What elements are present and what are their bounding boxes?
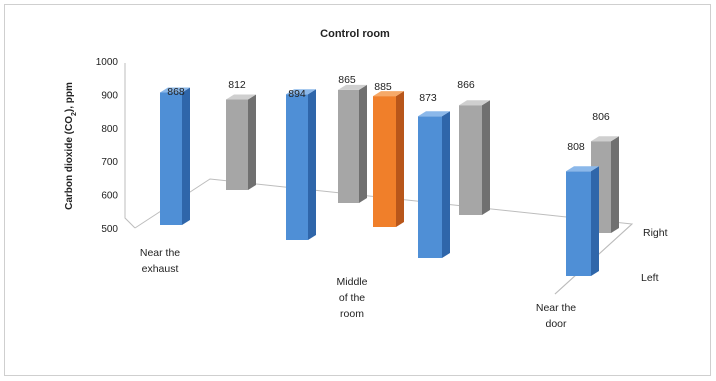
y-axis-label: Carbon dioxide (CO2), ppm xyxy=(64,82,78,210)
bar-top-face xyxy=(373,91,404,97)
category-label: Near the xyxy=(140,247,180,259)
y-axis-label-subscript: 2 xyxy=(71,112,78,116)
bar-top-face xyxy=(459,100,490,106)
bar-front-face xyxy=(459,105,482,215)
bar-front-face xyxy=(373,96,396,227)
bar-right-865: 865 xyxy=(338,74,367,203)
category-label: exhaust xyxy=(142,263,179,275)
bar-top-face xyxy=(286,89,316,95)
category-label: Near the xyxy=(536,302,576,314)
bar-top-face xyxy=(566,166,599,172)
bar-left-868: 868 xyxy=(160,86,190,226)
bar-value-label: 868 xyxy=(167,86,185,98)
depth-label-left: Left xyxy=(641,272,659,284)
bar-front-face xyxy=(418,116,442,258)
bar-top-face xyxy=(160,87,190,93)
category-label: door xyxy=(545,318,567,330)
bar-left-808: 808 xyxy=(566,141,599,276)
back-wall-left-edge xyxy=(124,63,136,229)
y-axis-ticks: 500 600 700 800 900 1000 xyxy=(96,57,119,235)
bar-side-face xyxy=(396,91,404,227)
y-tick-label: 600 xyxy=(101,191,118,202)
bar-side-face xyxy=(182,87,190,226)
bar-side-face xyxy=(359,84,367,203)
depth-labels: Left Right xyxy=(641,227,668,284)
bar-right-812: 812 xyxy=(226,79,256,190)
bar-side-face xyxy=(248,94,256,190)
bar-top-face xyxy=(226,94,256,100)
bar-value-label: 894 xyxy=(288,88,306,100)
y-tick-label: 1000 xyxy=(96,57,119,68)
bar-top-face xyxy=(418,111,450,117)
bar-value-label: 866 xyxy=(457,79,475,91)
bar-side-face xyxy=(591,166,599,276)
bar-front-face xyxy=(338,89,359,203)
bar-right-866: 866 xyxy=(457,79,490,215)
bar-side-face xyxy=(308,89,316,240)
bar-left-873: 873 xyxy=(418,92,450,258)
category-label: of the xyxy=(339,292,365,304)
y-tick-label: 700 xyxy=(101,157,118,168)
bar-left-885: 885 xyxy=(373,81,404,227)
chart-title: Control room xyxy=(320,28,390,40)
bar-value-label: 808 xyxy=(567,141,585,153)
depth-label-right: Right xyxy=(643,227,668,239)
y-tick-label: 500 xyxy=(101,224,118,235)
y-tick-label: 900 xyxy=(101,90,118,101)
bar-front-face xyxy=(160,92,182,226)
category-label: Middle xyxy=(337,276,368,288)
category-labels: Near the exhaust Middle of the room Near the d… xyxy=(140,247,576,330)
bars-layer: 868 812 894 865 885 873 866 806 808 xyxy=(160,74,619,276)
category-label: room xyxy=(340,308,364,320)
bar-side-face xyxy=(482,100,490,215)
bar-value-label: 806 xyxy=(592,111,610,123)
bar-value-label: 865 xyxy=(338,74,356,86)
bar-value-label: 885 xyxy=(374,81,392,93)
bar-front-face xyxy=(226,99,248,190)
bar-value-label: 812 xyxy=(228,79,246,91)
bar-side-face xyxy=(442,111,450,258)
bar-front-face xyxy=(566,171,591,276)
bar-value-label: 873 xyxy=(419,92,437,104)
y-tick-label: 800 xyxy=(101,124,118,135)
bar-left-894: 894 xyxy=(286,88,316,240)
bar-top-face xyxy=(591,136,619,142)
bar-front-face xyxy=(286,94,308,240)
bar-side-face xyxy=(611,136,619,233)
bar-top-face xyxy=(338,84,367,90)
